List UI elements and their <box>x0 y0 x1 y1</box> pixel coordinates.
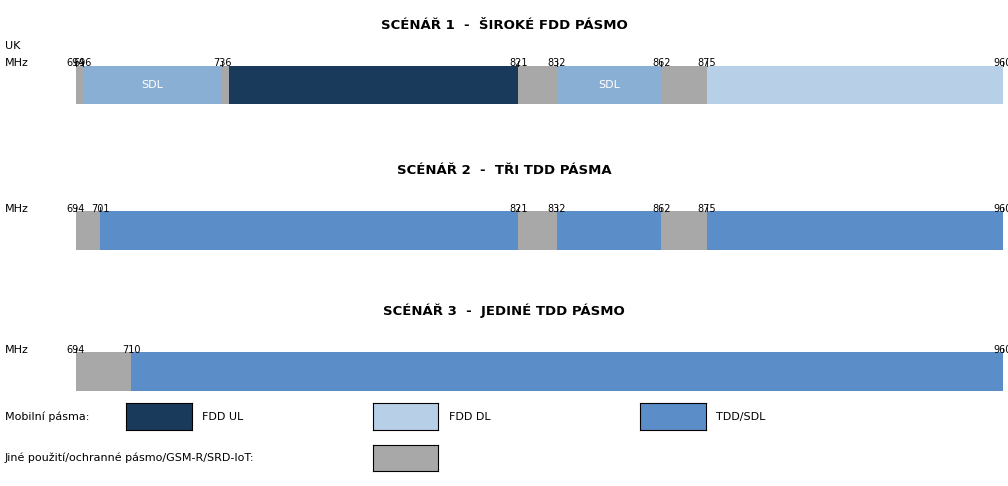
Bar <box>661 66 707 104</box>
Text: SCÉNÁŘ 3  -  JEDINÉ TDD PÁSMO: SCÉNÁŘ 3 - JEDINÉ TDD PÁSMO <box>383 304 625 318</box>
Text: 821: 821 <box>509 204 527 214</box>
Text: 875: 875 <box>698 204 716 214</box>
Text: 710: 710 <box>122 345 141 355</box>
Text: 696: 696 <box>74 58 92 69</box>
Text: 694: 694 <box>67 58 85 69</box>
Text: 701: 701 <box>91 204 109 214</box>
Text: 862: 862 <box>652 58 670 69</box>
Text: UK: UK <box>5 41 20 51</box>
Text: 821: 821 <box>509 58 527 69</box>
Bar <box>229 66 518 104</box>
Text: 832: 832 <box>547 204 565 214</box>
Bar <box>518 66 556 104</box>
Bar <box>707 66 1003 104</box>
Text: 736: 736 <box>213 58 231 69</box>
Text: 960: 960 <box>994 345 1008 355</box>
Bar <box>76 352 131 391</box>
Text: 694: 694 <box>67 204 85 214</box>
Text: Mobilní pásma:: Mobilní pásma: <box>5 412 90 422</box>
Text: MHz: MHz <box>5 204 29 214</box>
Text: Jiné použití/ochranné pásmo/GSM-R/SRD-IoT:: Jiné použití/ochranné pásmo/GSM-R/SRD-Io… <box>5 453 255 463</box>
Text: 862: 862 <box>652 204 670 214</box>
Text: FDD DL: FDD DL <box>449 412 490 422</box>
Bar <box>76 66 83 104</box>
Text: 832: 832 <box>547 58 565 69</box>
Text: 694: 694 <box>67 345 85 355</box>
Bar <box>76 211 100 250</box>
Bar <box>556 211 661 250</box>
Bar <box>707 211 1003 250</box>
Bar <box>100 211 518 250</box>
Text: SCÉNÁŘ 2  -  TŘI TDD PÁSMA: SCÉNÁŘ 2 - TŘI TDD PÁSMA <box>397 164 611 177</box>
Text: 960: 960 <box>994 204 1008 214</box>
Text: MHz: MHz <box>5 345 29 355</box>
Text: SDL: SDL <box>598 80 620 90</box>
Text: FDD UL: FDD UL <box>202 412 243 422</box>
Text: SCÉNÁŘ 1  -  ŠIROKÉ FDD PÁSMO: SCÉNÁŘ 1 - ŠIROKÉ FDD PÁSMO <box>381 18 627 32</box>
Bar <box>661 211 707 250</box>
Bar <box>556 66 661 104</box>
Text: 960: 960 <box>994 58 1008 69</box>
Bar <box>518 211 556 250</box>
Bar <box>222 66 229 104</box>
Bar <box>83 66 222 104</box>
Text: SDL: SDL <box>141 80 163 90</box>
Text: MHz: MHz <box>5 58 29 69</box>
Text: TDD/SDL: TDD/SDL <box>716 412 765 422</box>
Text: 875: 875 <box>698 58 716 69</box>
